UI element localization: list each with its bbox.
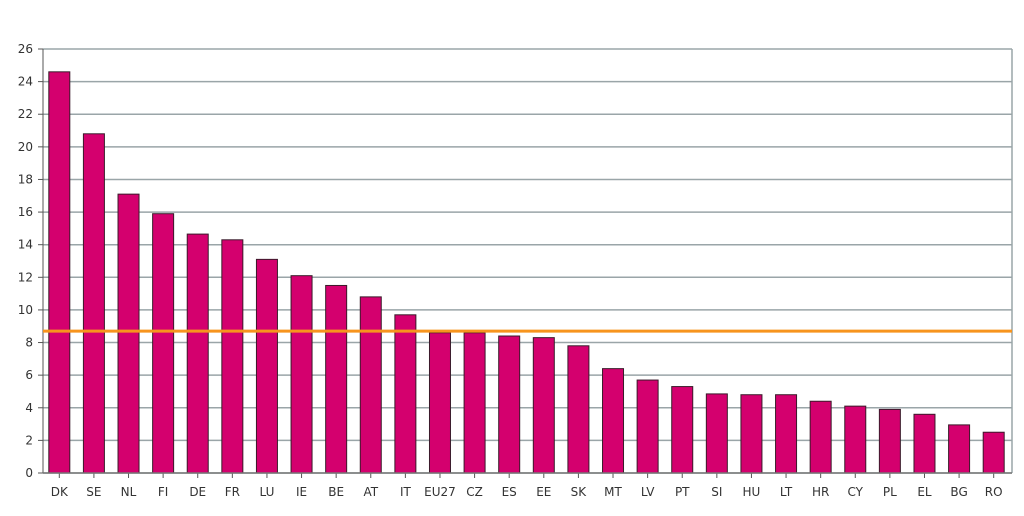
- bar-FR: [221, 239, 244, 474]
- x-tick-label: NL: [121, 485, 137, 499]
- x-tick-label: LU: [260, 485, 275, 499]
- bar-IE: [290, 275, 313, 474]
- x-tick-label: LV: [641, 485, 655, 499]
- bar-PL: [878, 408, 901, 474]
- y-tick-label: 8: [25, 336, 33, 350]
- x-tick-label: FR: [225, 485, 240, 499]
- x-tick-label: CY: [848, 485, 864, 499]
- bar-ES: [498, 335, 521, 474]
- x-tick-label: SI: [711, 485, 722, 499]
- x-tick-label: IE: [296, 485, 307, 499]
- y-tick-label: 6: [25, 368, 33, 382]
- y-tick-label: 10: [18, 303, 33, 317]
- bar-SI: [705, 393, 728, 474]
- bar-LT: [775, 394, 798, 474]
- x-tick-label: LT: [780, 485, 793, 499]
- bar-EL: [913, 413, 936, 474]
- bar-CY: [844, 405, 867, 474]
- bar-FI: [152, 213, 175, 474]
- x-tick-label: RO: [985, 485, 1003, 499]
- y-tick-label: 14: [18, 238, 33, 252]
- x-tick-label: PL: [883, 485, 897, 499]
- bar-EU27: [428, 332, 451, 474]
- x-tick-label: BE: [328, 485, 344, 499]
- x-tick-label: HU: [743, 485, 761, 499]
- bar-DE: [186, 233, 209, 474]
- bar-NL: [117, 193, 140, 474]
- y-tick-label: 12: [18, 270, 33, 284]
- x-tick-label: BG: [950, 485, 967, 499]
- x-tick-label: HR: [812, 485, 829, 499]
- bar-HR: [809, 400, 832, 474]
- x-tick-label: IT: [400, 485, 412, 499]
- x-tick-label: DK: [51, 485, 69, 499]
- bar-BE: [325, 284, 348, 474]
- bar-MT: [602, 368, 625, 474]
- bar-LU: [255, 258, 278, 474]
- bars: [48, 71, 1005, 474]
- x-tick-label: EE: [536, 485, 551, 499]
- bar-LV: [636, 379, 659, 474]
- x-tick-label: AT: [363, 485, 378, 499]
- x-tick-label: SE: [86, 485, 101, 499]
- bar-SK: [567, 345, 590, 474]
- x-tick-label: EL: [917, 485, 932, 499]
- bar-RO: [982, 431, 1005, 474]
- x-tick-label: DE: [189, 485, 206, 499]
- bar-BG: [948, 424, 971, 474]
- y-tick-label: 4: [25, 401, 33, 415]
- x-tick-label: SK: [571, 485, 588, 499]
- x-tick-label: PT: [675, 485, 690, 499]
- bar-IT: [394, 314, 417, 474]
- y-tick-label: 24: [18, 75, 33, 89]
- bar-EE: [532, 337, 555, 474]
- bar-PT: [671, 386, 694, 474]
- x-tick-label: EU27: [424, 485, 456, 499]
- bar-CZ: [463, 332, 486, 474]
- x-tick-label: FI: [158, 485, 168, 499]
- y-tick-label: 16: [18, 205, 33, 219]
- bar-HU: [740, 394, 763, 474]
- x-tick-label: MT: [604, 485, 622, 499]
- bar-DK: [48, 71, 71, 474]
- x-tick-label: ES: [502, 485, 517, 499]
- x-tick-label: CZ: [466, 485, 483, 499]
- x-axis: DK SE NL FI DE FR LU IE BE AT IT EU27 CZ ES EE SK MT LV PT…: [43, 472, 1012, 499]
- y-tick-label: 22: [18, 107, 33, 121]
- bar-SE: [82, 133, 105, 474]
- y-tick-label: 18: [18, 172, 33, 186]
- y-tick-label: 0: [25, 466, 33, 480]
- y-tick-label: 20: [18, 140, 33, 154]
- y-tick-label: 26: [18, 42, 33, 56]
- bar-AT: [359, 296, 382, 474]
- y-tick-label: 2: [25, 433, 33, 447]
